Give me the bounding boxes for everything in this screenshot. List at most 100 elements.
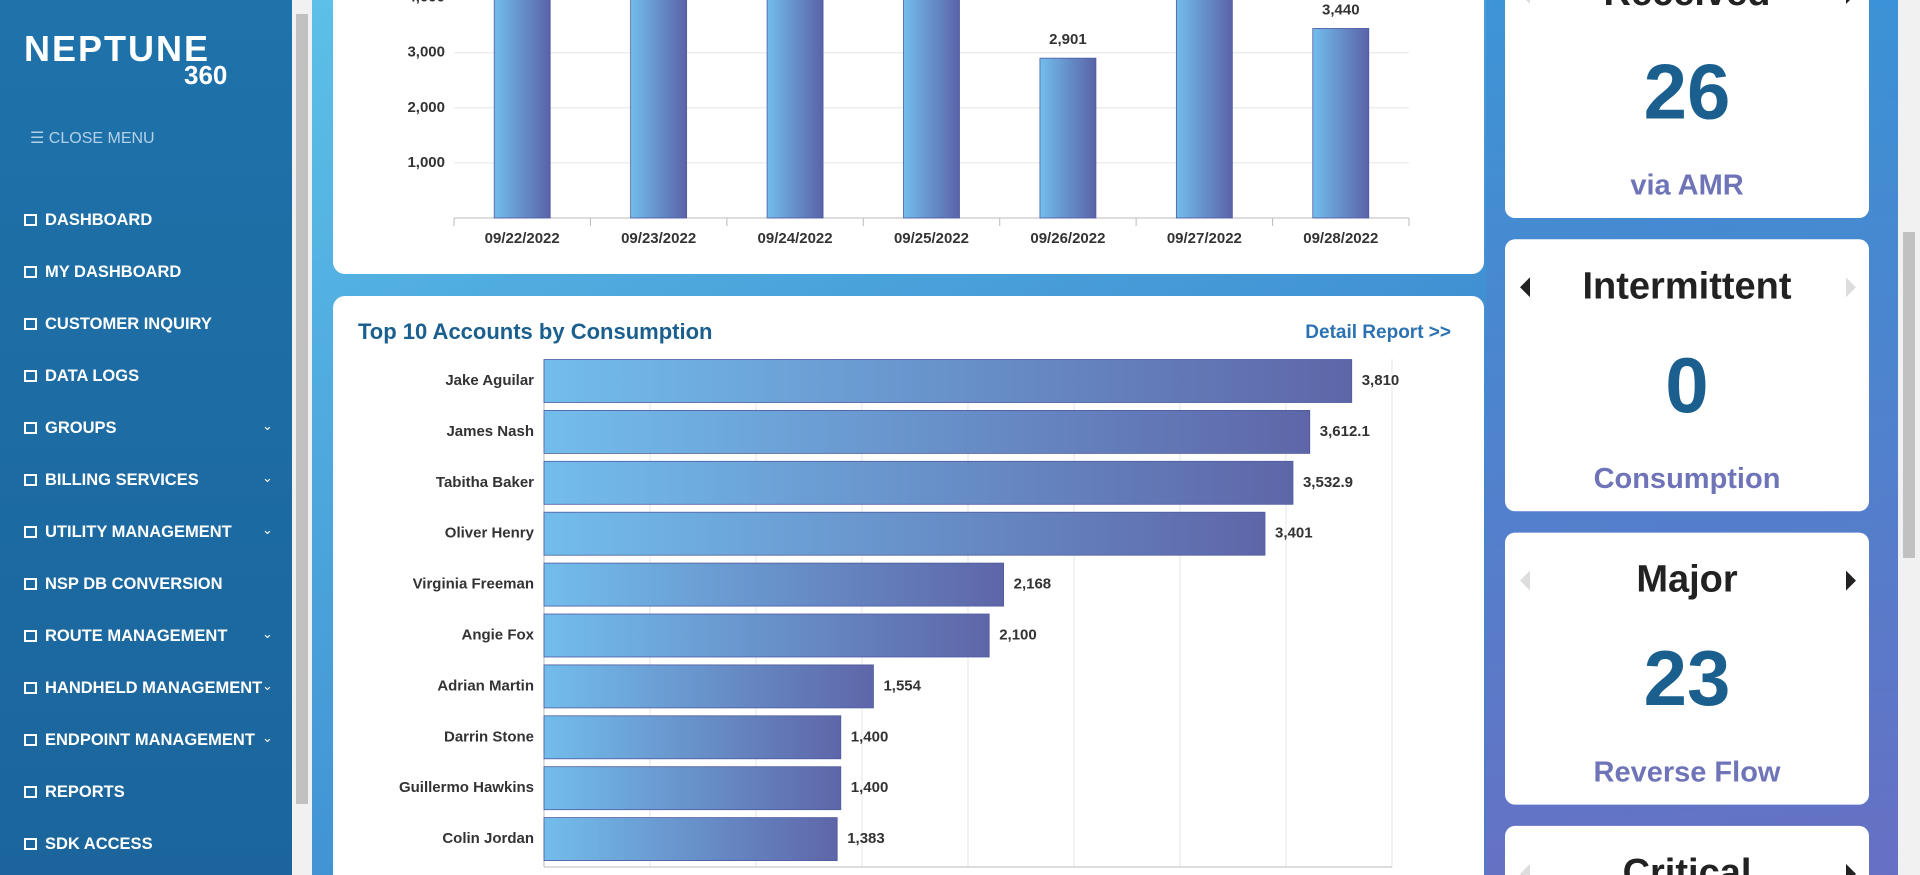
x-tick-label: 09/22/2022	[485, 230, 560, 247]
card-subtitle: via AMR	[1630, 170, 1743, 202]
y-tick-label: 1,000	[407, 154, 445, 171]
nav-item[interactable]: REPORTS	[24, 780, 125, 804]
card-title: Critical	[1623, 852, 1752, 875]
nav-item[interactable]: UTILITY MANAGEMENT	[24, 520, 232, 544]
expand-chevron[interactable]: ⌄	[262, 470, 273, 485]
nav-label[interactable]: NSP DB CONVERSION	[45, 575, 223, 593]
next-arrow[interactable]	[1846, 863, 1856, 875]
nav-label[interactable]: DATA LOGS	[45, 367, 140, 385]
value-label: 3,612.1	[1320, 423, 1370, 440]
value-label: 3,440	[1322, 1, 1360, 18]
next-arrow[interactable]	[1846, 570, 1856, 591]
category-label: Virginia Freeman	[413, 576, 534, 593]
nav-item[interactable]: ROUTE MANAGEMENT	[24, 624, 227, 648]
prev-arrow[interactable]	[1520, 863, 1530, 875]
expand-chevron[interactable]: ⌄	[262, 730, 273, 745]
nav-item[interactable]: DASHBOARD	[24, 208, 152, 232]
x-tick-label: 09/24/2022	[758, 230, 833, 247]
value-label: 1,400	[851, 779, 889, 796]
detail-report-link[interactable]: Detail Report >>	[1305, 322, 1451, 343]
x-tick-label: 09/27/2022	[1167, 230, 1242, 247]
bar	[1039, 57, 1097, 219]
category-label: Oliver Henry	[445, 525, 535, 542]
category-label: Darrin Stone	[444, 728, 534, 745]
alert-card	[1505, 239, 1869, 512]
expand-chevron[interactable]: ⌄	[262, 678, 273, 693]
category-label: Angie Fox	[461, 626, 534, 643]
x-tick-label: 09/26/2022	[1030, 230, 1105, 247]
value-label: 3,810	[1362, 372, 1400, 389]
nav-item[interactable]: ENDPOINT MANAGEMENT	[24, 728, 255, 752]
bar	[543, 613, 990, 658]
alert-card	[1505, 0, 1869, 218]
alert-card	[1505, 825, 1869, 875]
bar	[1312, 28, 1370, 219]
value-label: 1,383	[847, 830, 885, 847]
prev-arrow[interactable]	[1520, 277, 1530, 298]
nav-item[interactable]: SDK ACCESS	[24, 832, 153, 856]
nav-item[interactable]: CUSTOMER INQUIRY	[24, 312, 212, 336]
next-arrow[interactable]	[1846, 277, 1856, 298]
bar	[903, 0, 960, 219]
nav-label[interactable]: HANDHELD MANAGEMENT	[45, 679, 263, 697]
card-count: 26	[1644, 48, 1731, 136]
bar	[493, 0, 551, 219]
card-subtitle: Reverse Flow	[1594, 756, 1781, 788]
nav-label[interactable]: UTILITY MANAGEMENT	[45, 523, 232, 541]
nav-label[interactable]: BILLING SERVICES	[45, 471, 199, 489]
prev-arrow[interactable]	[1520, 0, 1530, 4]
card-count: 23	[1644, 634, 1731, 722]
expand-chevron[interactable]: ⌄	[262, 626, 273, 641]
page-scrollbar[interactable]	[1898, 0, 1920, 875]
value-label: 1,554	[883, 677, 921, 694]
close-menu-label[interactable]: CLOSE MENU	[48, 130, 155, 147]
nav-label[interactable]: GROUPS	[45, 419, 117, 437]
nav-label[interactable]: REPORTS	[45, 783, 125, 801]
value-label: 3,532.9	[1303, 474, 1353, 491]
y-tick-label: 3,000	[407, 44, 445, 61]
bar	[543, 511, 1266, 556]
nav-item[interactable]: GROUPS	[24, 416, 117, 440]
x-tick-label: 09/25/2022	[894, 230, 969, 247]
value-label: 2,100	[999, 626, 1037, 643]
bar	[543, 817, 838, 861]
logo[interactable]: NEPTUNE	[24, 28, 211, 69]
value-label: 2,901	[1049, 31, 1087, 48]
bar	[543, 409, 1311, 454]
nav-item[interactable]: NSP DB CONVERSION	[24, 572, 223, 596]
nav-label[interactable]: MY DASHBOARD	[45, 263, 182, 281]
y-tick-label: 2,000	[407, 99, 445, 116]
nav-label[interactable]: ROUTE MANAGEMENT	[45, 627, 228, 645]
bar	[543, 359, 1353, 403]
nav-label[interactable]: SDK ACCESS	[45, 835, 153, 853]
nav-item[interactable]: MY DASHBOARD	[24, 260, 181, 284]
nav-item[interactable]: DATA LOGS	[24, 364, 139, 388]
nav-label[interactable]: ENDPOINT MANAGEMENT	[45, 731, 255, 749]
x-tick-label: 09/23/2022	[621, 230, 696, 247]
next-arrow[interactable]	[1846, 0, 1856, 4]
sidebar-scrollbar[interactable]	[292, 0, 312, 875]
category-label: Jake Aguilar	[445, 372, 534, 389]
bar	[543, 562, 1005, 607]
bar	[543, 766, 842, 811]
bar	[543, 460, 1294, 505]
nav-label[interactable]: DASHBOARD	[45, 211, 153, 229]
category-label: Guillermo Hawkins	[399, 779, 534, 796]
card-count: 0	[1665, 341, 1708, 429]
value-label: 3,401	[1275, 525, 1313, 542]
prev-arrow[interactable]	[1520, 570, 1530, 591]
bar	[766, 0, 824, 219]
close-menu[interactable]: ☰ CLOSE MENU	[30, 130, 155, 147]
sidebar: NEPTUNE 360 ☰ CLOSE MENU DASHBOARD MY DAS…	[0, 0, 292, 875]
category-label: Colin Jordan	[442, 830, 534, 847]
bar	[630, 0, 688, 219]
nav-label[interactable]: CUSTOMER INQUIRY	[45, 315, 212, 333]
y-tick-label: 4,000	[407, 0, 445, 6]
expand-chevron[interactable]: ⌄	[262, 522, 273, 537]
bar	[1175, 0, 1233, 219]
nav-item[interactable]: HANDHELD MANAGEMENT	[24, 676, 262, 700]
nav-item[interactable]: BILLING SERVICES	[24, 468, 199, 492]
expand-chevron[interactable]: ⌄	[262, 418, 273, 433]
